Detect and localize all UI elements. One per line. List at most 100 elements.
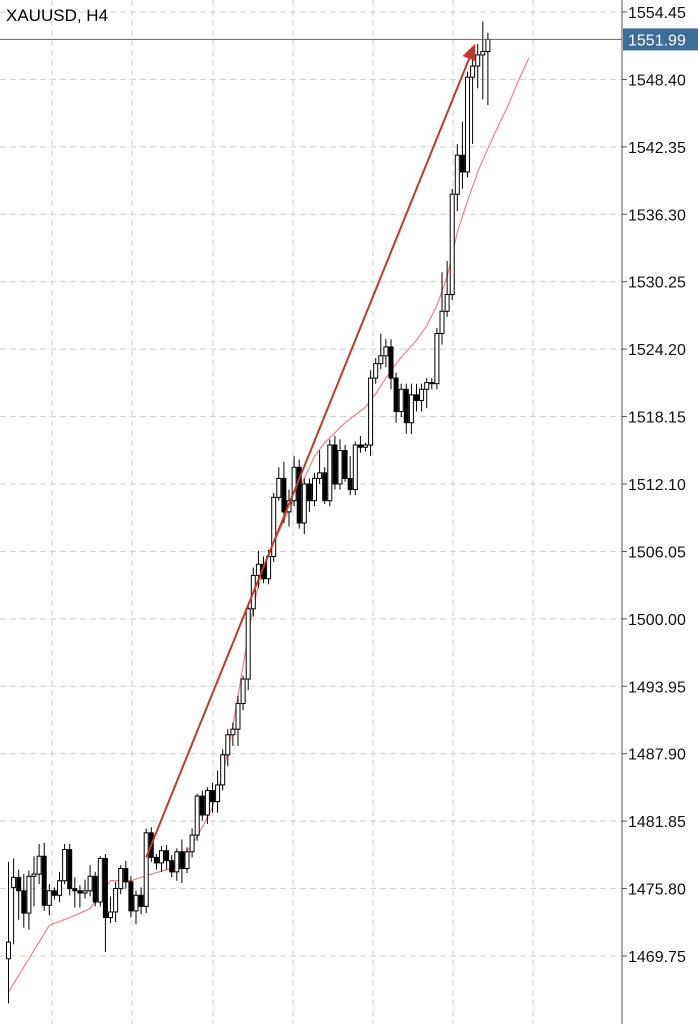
- chart-title: XAUUSD, H4: [6, 6, 109, 25]
- candle: [16, 869, 22, 920]
- candles-layer: [6, 21, 491, 1004]
- candle-body: [480, 51, 486, 56]
- candle-body: [342, 450, 348, 479]
- candle-body: [352, 444, 358, 491]
- candle: [46, 884, 52, 916]
- candle-body: [72, 888, 78, 892]
- candle-body: [204, 789, 210, 816]
- candle: [31, 856, 37, 907]
- candle: [245, 605, 251, 691]
- candle: [67, 843, 73, 896]
- current-price-label: 1551.99: [628, 32, 686, 49]
- trend-arrow-layer[interactable]: [145, 43, 476, 858]
- candle: [138, 887, 144, 915]
- current-price-layer: 1551.99: [0, 28, 698, 51]
- y-tick-label: 1487.90: [628, 747, 686, 764]
- candle-body: [174, 851, 180, 873]
- candle: [378, 333, 384, 370]
- candle: [210, 782, 215, 813]
- candle-body: [306, 483, 312, 502]
- candle-body: [347, 477, 353, 491]
- current-price-label-bg: [623, 28, 698, 51]
- candle-body: [123, 868, 129, 883]
- y-tick-label: 1469.75: [628, 949, 686, 966]
- candle: [21, 874, 27, 928]
- candle-body: [189, 834, 195, 853]
- candle: [271, 492, 277, 563]
- trend-arrow-head: [462, 43, 476, 62]
- candle-body: [36, 855, 42, 875]
- candle: [470, 57, 476, 145]
- y-tick-label: 1542.35: [628, 140, 686, 157]
- candle-body: [41, 855, 47, 906]
- candle-body: [184, 851, 190, 870]
- candle: [301, 478, 307, 535]
- candle-body: [327, 444, 333, 502]
- candle: [57, 871, 62, 902]
- candle-body: [276, 477, 282, 498]
- candle-body: [138, 894, 144, 907]
- candle-body: [143, 832, 149, 907]
- candle: [92, 871, 98, 907]
- candle: [465, 71, 470, 178]
- y-tick-label: 1506.05: [628, 544, 686, 561]
- candle-body: [322, 472, 328, 502]
- candle-body: [434, 333, 440, 385]
- candle-body: [459, 154, 465, 173]
- candle-body: [393, 377, 399, 413]
- candle: [475, 43, 481, 89]
- candle-body: [357, 444, 363, 448]
- candle-body: [470, 65, 476, 78]
- candle: [388, 339, 394, 390]
- candle: [184, 847, 190, 873]
- candle: [403, 383, 409, 434]
- candle-body: [408, 394, 414, 424]
- candle: [332, 436, 338, 490]
- y-tick-label: 1554.45: [628, 5, 686, 22]
- candle: [352, 441, 358, 496]
- candle-body: [383, 346, 389, 357]
- candle: [312, 472, 317, 507]
- candle: [327, 439, 333, 507]
- candle-body: [169, 860, 175, 873]
- candle-body: [159, 850, 164, 864]
- candle: [342, 444, 348, 482]
- y-tick-label: 1536.30: [628, 207, 686, 224]
- candle: [230, 722, 236, 746]
- candle-body: [368, 377, 374, 446]
- candle: [123, 860, 129, 889]
- candle: [439, 272, 445, 345]
- candle-body: [57, 880, 62, 896]
- candle-body: [444, 294, 450, 312]
- candle-body: [128, 881, 134, 912]
- candle-body: [419, 388, 425, 401]
- candle-body: [21, 890, 27, 914]
- candle: [424, 378, 430, 409]
- candle: [363, 442, 368, 452]
- candle-body: [439, 310, 445, 335]
- candle-body: [301, 483, 307, 524]
- y-tick-label: 1475.80: [628, 882, 686, 899]
- candle: [143, 828, 149, 914]
- candle-body: [6, 941, 11, 960]
- candle: [373, 358, 379, 384]
- candle: [235, 695, 241, 746]
- candle: [449, 188, 455, 301]
- candle: [36, 843, 42, 885]
- candle: [11, 858, 17, 945]
- candle: [113, 881, 119, 923]
- candle-body: [317, 472, 323, 479]
- candle-body: [485, 38, 491, 53]
- candle-body: [92, 875, 98, 903]
- candle-body: [240, 678, 246, 705]
- candle: [72, 877, 78, 908]
- candle-body: [67, 849, 73, 890]
- candle: [408, 383, 414, 434]
- candle-body: [215, 784, 221, 803]
- candle-body: [378, 355, 384, 365]
- candle: [108, 896, 113, 924]
- candle: [276, 467, 282, 501]
- candle: [179, 839, 185, 883]
- candle-body: [235, 703, 241, 730]
